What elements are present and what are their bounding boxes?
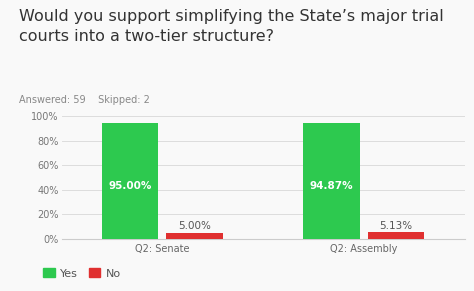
Bar xyxy=(102,123,158,239)
Text: 95.00%: 95.00% xyxy=(109,181,152,191)
Legend: Yes, No: Yes, No xyxy=(44,269,121,278)
Bar xyxy=(368,232,424,239)
Bar xyxy=(303,123,360,239)
Text: Would you support simplifying the State’s major trial
courts into a two-tier str: Would you support simplifying the State’… xyxy=(19,9,444,44)
Bar xyxy=(166,233,223,239)
Text: 94.87%: 94.87% xyxy=(310,182,354,191)
Text: Answered: 59    Skipped: 2: Answered: 59 Skipped: 2 xyxy=(19,95,150,105)
Text: 5.00%: 5.00% xyxy=(178,221,211,231)
Text: 5.13%: 5.13% xyxy=(380,221,412,230)
